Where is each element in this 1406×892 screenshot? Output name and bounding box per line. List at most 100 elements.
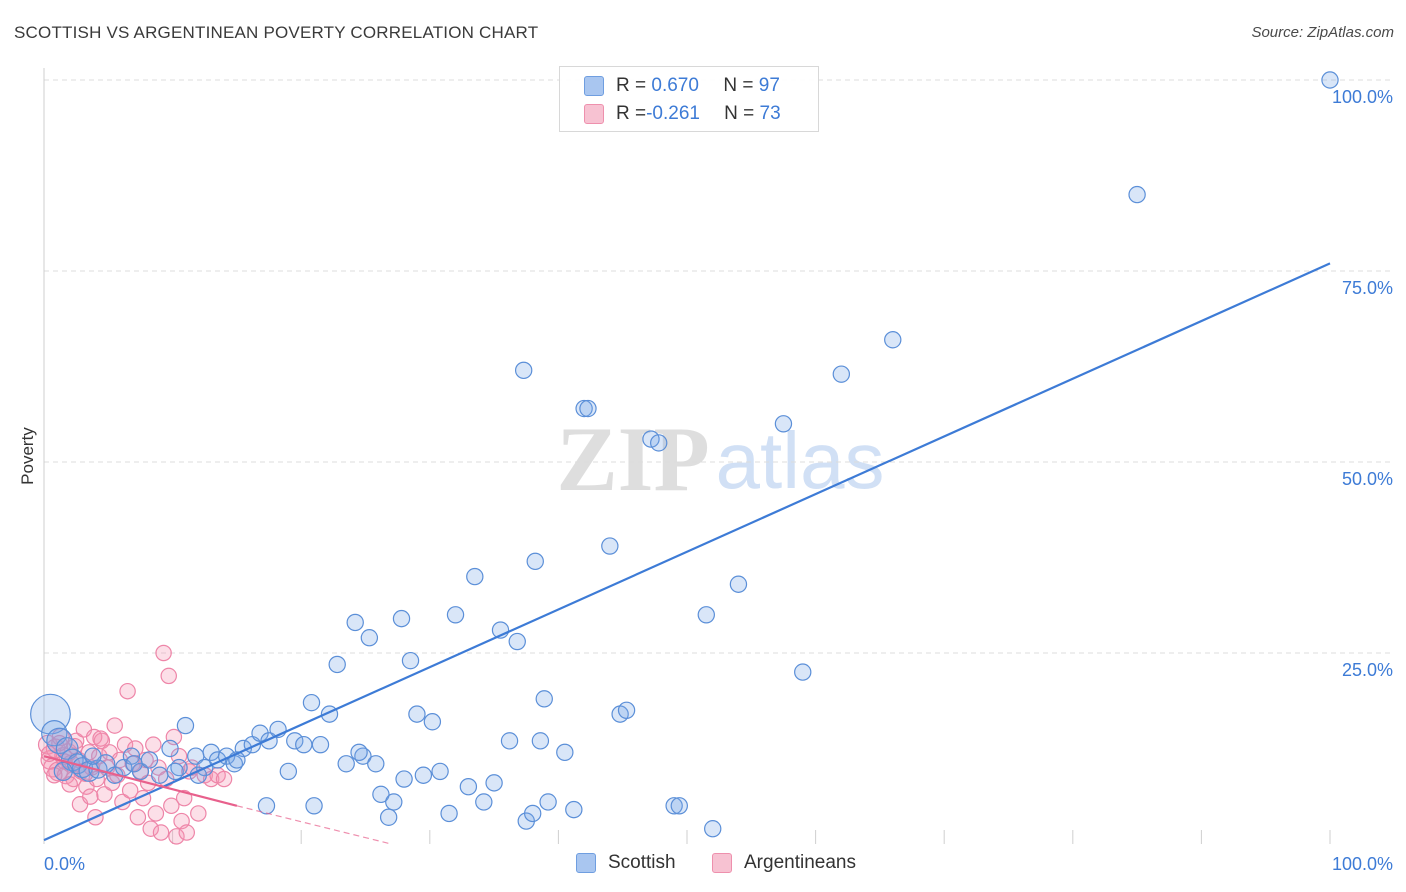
legend-row-argentineans: R = -0.261 N = 73: [584, 102, 781, 126]
point-scottish: [531, 732, 550, 750]
point-scottish: [151, 766, 169, 784]
point-scottish: [166, 762, 184, 781]
point-argentineans: [168, 828, 185, 845]
point-argentineans: [51, 734, 68, 752]
point-scottish: [485, 774, 503, 792]
point-argentineans: [215, 770, 233, 788]
point-scottish: [360, 629, 379, 647]
watermark-atlas: atlas: [716, 416, 885, 505]
legend-row-scottish: R = 0.670 N = 97: [584, 74, 780, 98]
point-scottish: [372, 785, 390, 804]
point-argentineans: [82, 788, 99, 805]
point-argentineans: [85, 728, 103, 746]
trendline-scottish: [43, 262, 1331, 842]
trendline-argentineans: [43, 755, 238, 807]
point-scottish: [30, 693, 71, 735]
point-scottish: [704, 820, 722, 838]
legend-r-value: -0.261: [646, 103, 700, 124]
point-scottish: [617, 701, 636, 720]
point-scottish: [408, 705, 426, 723]
point-scottish: [1321, 71, 1339, 89]
point-scottish: [466, 567, 484, 586]
point-argentineans: [163, 797, 180, 815]
bottom-legend-swatch-argentineans: [712, 853, 732, 873]
point-scottish: [295, 735, 313, 754]
chart-title: SCOTTISH VS ARGENTINEAN POVERTY CORRELAT…: [14, 23, 539, 42]
y-tick-label: 50.0%: [1342, 469, 1393, 489]
bottom-legend: Scottish Argentineans: [0, 852, 1406, 878]
point-scottish: [53, 761, 73, 782]
point-argentineans: [119, 682, 136, 700]
bottom-legend-argentineans: Argentineans: [712, 852, 856, 874]
legend-box: R = 0.670 N = 97 R = -0.261 N = 73: [559, 66, 819, 132]
point-argentineans: [129, 809, 147, 826]
point-argentineans: [92, 730, 109, 747]
point-scottish: [535, 690, 553, 708]
point-scottish: [446, 606, 465, 624]
legend-r-value: 0.670: [651, 75, 699, 96]
bottom-legend-swatch-scottish: [576, 853, 596, 873]
point-argentineans: [145, 736, 162, 753]
point-scottish: [459, 778, 478, 796]
point-scottish: [392, 609, 411, 628]
point-scottish: [670, 797, 688, 815]
point-scottish: [514, 361, 533, 380]
bottom-legend-scottish: Scottish: [576, 852, 676, 874]
point-scottish: [395, 770, 413, 788]
point-scottish: [774, 415, 793, 433]
legend-n-label: N =: [724, 103, 755, 124]
point-scottish: [328, 655, 346, 674]
point-argentineans: [155, 644, 172, 662]
trendline-argentineans-extension: [236, 805, 392, 845]
y-tick-label: 75.0%: [1342, 278, 1393, 298]
point-scottish: [337, 755, 355, 773]
x-tick-label: 0.0%: [44, 854, 85, 874]
point-scottish: [279, 762, 298, 781]
point-scottish: [423, 713, 442, 731]
point-scottish: [350, 743, 368, 762]
legend-swatch-argentineans: [584, 104, 604, 124]
point-argentineans: [67, 732, 85, 750]
legend-r-label: R =: [616, 75, 647, 96]
point-scottish: [697, 606, 715, 624]
point-scottish: [1128, 185, 1146, 204]
point-scottish: [302, 693, 321, 712]
point-scottish: [161, 739, 179, 758]
watermark-zip: ZIP: [556, 408, 709, 510]
point-scottish: [565, 800, 583, 819]
point-scottish: [729, 575, 748, 593]
legend-n-value: 97: [758, 75, 780, 96]
point-scottish: [286, 732, 304, 750]
point-scottish: [385, 793, 403, 811]
point-scottish: [794, 663, 812, 681]
legend-r-label: R =: [616, 103, 647, 124]
point-scottish: [523, 804, 542, 823]
point-scottish: [508, 632, 526, 651]
bottom-legend-label-scottish: Scottish: [608, 852, 676, 873]
point-argentineans: [190, 805, 207, 822]
point-argentineans: [152, 824, 170, 841]
y-tick-label: 25.0%: [1342, 660, 1393, 680]
point-scottish: [575, 399, 593, 418]
point-scottish: [55, 737, 79, 760]
point-scottish: [475, 793, 493, 811]
x-tick-label: 100.0%: [1332, 854, 1393, 874]
point-scottish: [401, 651, 420, 670]
point-scottish: [257, 797, 276, 815]
point-argentineans: [121, 782, 139, 799]
source-label: Source: ZipAtlas.com: [1251, 24, 1394, 41]
point-scottish: [665, 797, 683, 815]
point-scottish: [140, 751, 159, 769]
point-scottish: [440, 804, 458, 823]
point-scottish: [539, 793, 557, 811]
point-scottish: [650, 434, 668, 452]
point-argentineans: [96, 786, 113, 803]
y-tick-label: 100.0%: [1332, 87, 1393, 107]
point-scottish: [346, 613, 364, 632]
legend-swatch-scottish: [584, 76, 604, 96]
point-scottish: [526, 552, 544, 571]
point-argentineans: [106, 717, 123, 734]
point-scottish: [311, 735, 330, 754]
point-scottish: [832, 365, 851, 383]
